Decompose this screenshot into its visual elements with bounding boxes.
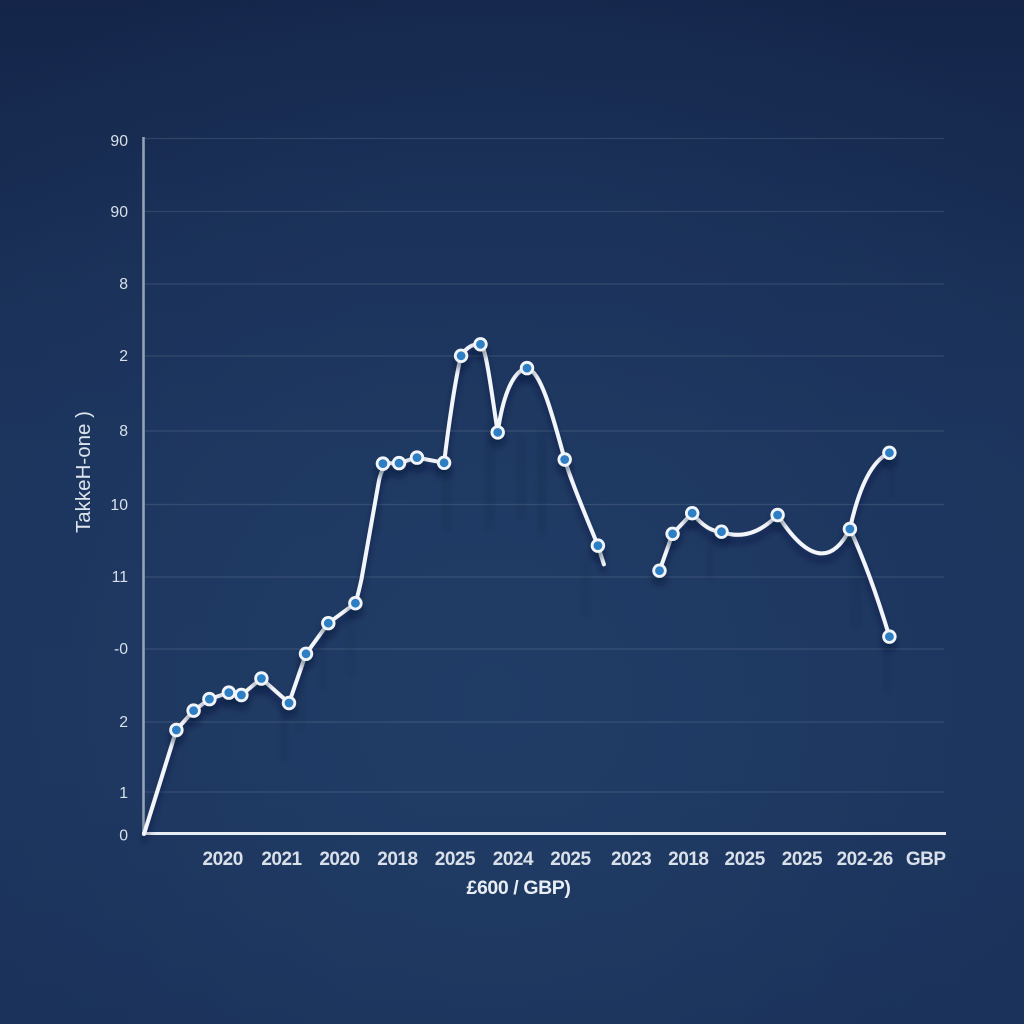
- svg-text:202-26: 202-26: [837, 849, 893, 870]
- svg-text:2021: 2021: [261, 849, 302, 870]
- svg-text:0: 0: [119, 828, 128, 845]
- svg-text:2023: 2023: [611, 849, 651, 870]
- svg-text:2: 2: [119, 714, 128, 731]
- svg-text:10: 10: [110, 497, 128, 514]
- svg-text:-0: -0: [114, 641, 128, 658]
- svg-text:90: 90: [110, 133, 128, 150]
- svg-text:2020: 2020: [203, 849, 243, 870]
- svg-text:2025: 2025: [550, 849, 591, 870]
- svg-text:8: 8: [119, 423, 128, 440]
- svg-text:11: 11: [112, 569, 129, 586]
- svg-text:2018: 2018: [377, 849, 417, 870]
- svg-text:90: 90: [110, 204, 128, 221]
- svg-text:2: 2: [119, 348, 128, 365]
- svg-text:TakkeH-one ): TakkeH-one ): [72, 411, 95, 533]
- svg-text:2025: 2025: [725, 849, 766, 870]
- svg-text:8: 8: [119, 276, 128, 293]
- svg-text:GBP: GBP: [906, 849, 947, 870]
- svg-text:1: 1: [119, 785, 128, 802]
- svg-text:2025: 2025: [435, 849, 476, 870]
- svg-text:2025: 2025: [782, 849, 823, 870]
- svg-text:2024: 2024: [493, 849, 534, 870]
- svg-text:£600 / GBP): £600 / GBP): [467, 877, 571, 899]
- svg-text:2020: 2020: [319, 849, 359, 870]
- svg-text:2018: 2018: [668, 849, 708, 870]
